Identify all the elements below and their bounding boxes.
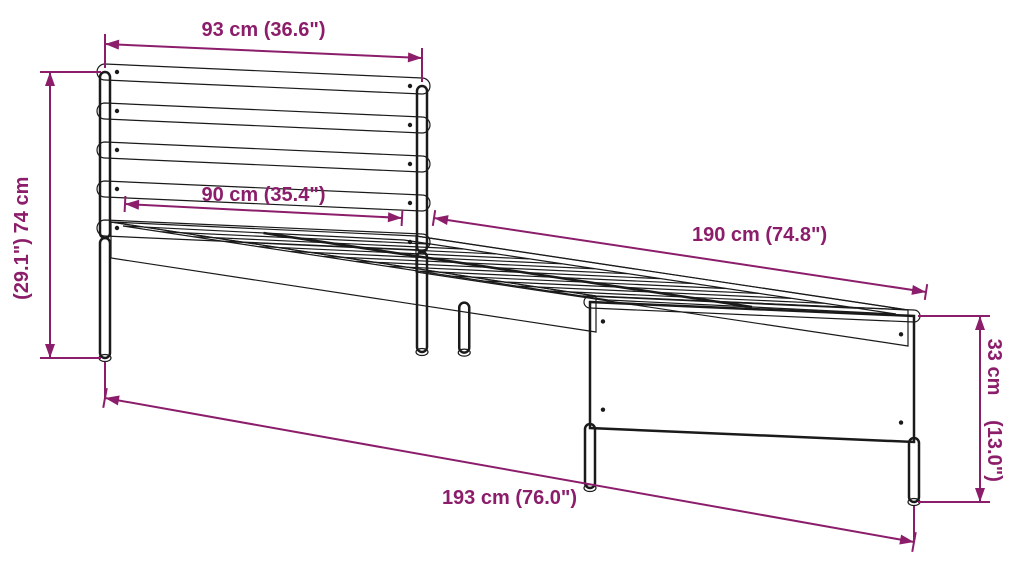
svg-text:33 cm: 33 cm — [983, 339, 1005, 396]
bed-dimension-diagram: 93 cm (36.6") 74 cm (29.1") 90 cm (35.4") 19… — [0, 0, 1020, 561]
svg-text:74 cm: 74 cm — [11, 177, 33, 234]
svg-text:93 cm (36.6"): 93 cm (36.6") — [202, 19, 326, 41]
svg-text:193 cm (76.0"): 193 cm (76.0") — [442, 487, 577, 509]
svg-text:(29.1"): (29.1") — [11, 238, 33, 300]
svg-text:(13.0"): (13.0") — [983, 420, 1005, 482]
svg-text:90 cm (35.4"): 90 cm (35.4") — [202, 184, 326, 206]
bed-frame — [97, 64, 920, 506]
svg-text:190 cm (74.8"): 190 cm (74.8") — [692, 224, 827, 246]
